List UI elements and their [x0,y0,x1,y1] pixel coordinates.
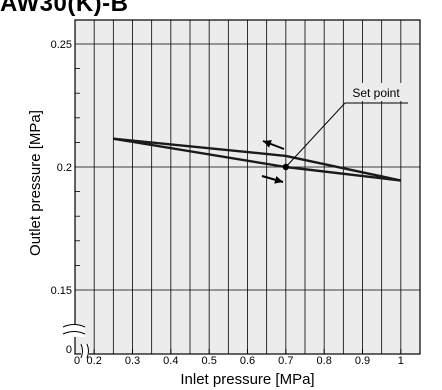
x-tick-label: 0.9 [355,355,370,367]
annotations: Set point [282,83,408,171]
y-tick-label-origin: 0 [66,344,72,356]
plot-frame [62,19,421,359]
tick-labels: 0.15 0.2 0.25 0 0.2 0.3 0.4 0.5 0.6 0.7 0.8 0.9 1 0 [51,39,404,367]
chart-title: AW30(K)-B [0,0,129,17]
x-tick-label: 0.3 [125,355,140,367]
y-axis-label: Outlet pressure [MPa] [27,110,44,256]
x-tick-label: 0.2 [87,355,102,367]
set-point-label-bg [344,83,408,101]
y-axis-break-mark [62,324,86,328]
x-tick-label: 0.7 [278,355,293,367]
series-line-1 [113,137,402,182]
y-axis-break-mark [62,331,86,335]
set-point-label: Set point [352,86,400,100]
x-tick-label: 0.5 [202,355,217,367]
y-tick-label: 0.2 [57,162,72,174]
y-tick-label: 0.15 [51,285,72,297]
x-tick-label: 0.4 [163,355,178,367]
y-tick-label: 0.25 [51,39,72,51]
plot-border [74,19,421,355]
x-axis-break-mark [86,343,89,359]
arrow-decreasing-head [263,140,272,148]
x-axis-label: Inlet pressure [MPa] [180,371,314,388]
direction-arrows [261,140,285,184]
grid-lines [75,20,420,354]
set-point-leader [285,102,408,168]
x-tick-label: 0.8 [317,355,332,367]
x-axis-break-mark [80,343,83,359]
x-axis-break-gap [81,344,89,358]
x-tick-label: 0.6 [240,355,255,367]
x-tick-label-origin: 0 [74,355,80,367]
arrow-increasing-head [274,175,283,184]
axis-labels: Inlet pressure [MPa] Outlet pressure [MPa… [27,110,315,388]
x-tick-label: 1 [398,355,404,367]
